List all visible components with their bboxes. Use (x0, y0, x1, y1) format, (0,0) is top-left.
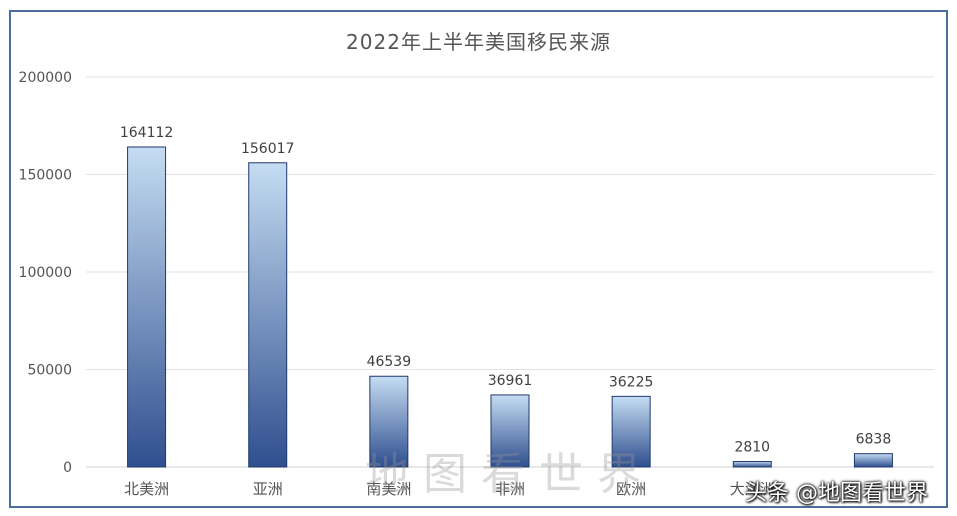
bar (853, 453, 893, 468)
y-tick-label: 200000 (19, 70, 72, 86)
y-tick-label: 0 (63, 460, 72, 476)
bar (369, 375, 409, 468)
watermark: 地图看世界 (365, 449, 655, 500)
data-label: 164112 (120, 125, 173, 141)
data-label: 6838 (856, 432, 892, 448)
source-credit: 头条 @地图看世界 (745, 481, 928, 506)
data-label: 46539 (367, 354, 412, 370)
bar (248, 162, 288, 468)
y-tick-label: 50000 (27, 363, 72, 379)
data-label: 36961 (488, 373, 533, 389)
x-tick-label: 南美洲 (366, 480, 411, 498)
x-tick-label: 欧洲 (616, 480, 646, 498)
bar (490, 394, 530, 468)
data-label: 36225 (609, 374, 654, 390)
chart-title: 2022年上半年美国移民来源 (346, 30, 611, 54)
x-tick-label: 亚洲 (253, 480, 283, 498)
data-label: 2810 (734, 440, 770, 456)
y-tick-label: 100000 (19, 265, 72, 281)
x-tick-label: 北美洲 (124, 480, 169, 498)
bar (611, 395, 651, 468)
x-tick-label: 非洲 (495, 480, 525, 498)
y-tick-label: 150000 (19, 168, 72, 184)
x-tick-label: 大洋洲 (730, 480, 775, 498)
bar (127, 146, 167, 468)
bar (732, 461, 772, 468)
data-label: 156017 (241, 141, 294, 157)
